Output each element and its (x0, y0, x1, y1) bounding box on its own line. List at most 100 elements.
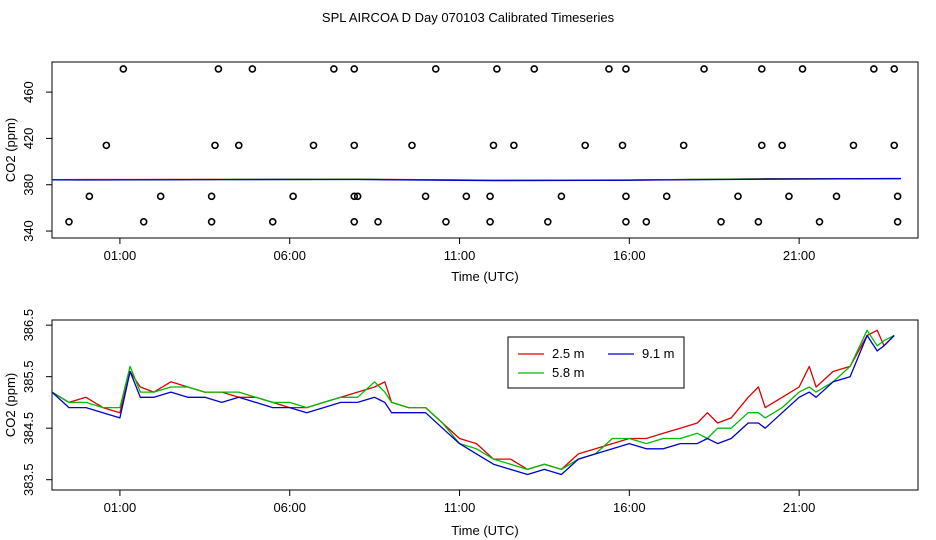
top-point-12 (798, 65, 807, 73)
top-point-37 (462, 192, 471, 201)
top-point-21 (489, 141, 498, 150)
top-point-33 (289, 192, 297, 201)
top-point-36 (421, 192, 430, 201)
panel-scatter-top: 01:00 06:00 11:00 16:00 21:00 340 380 420 460 T… (3, 61, 919, 284)
top-point-51 (374, 217, 382, 226)
bottom-series-line-5-8-m (51, 329, 895, 471)
top-point-60 (893, 217, 902, 226)
bottom-ytick-label-1: 384.5 (21, 412, 36, 445)
figure-title: SPL AIRCOA D Day 070103 Calibrated Times… (322, 10, 615, 25)
legend-label-2-5m: 2.5 m (552, 346, 585, 361)
top-point-17 (234, 141, 243, 150)
top-point-38 (486, 192, 494, 201)
top-xtick-label-0: 01:00 (104, 248, 137, 263)
top-point-53 (486, 217, 494, 226)
top-y-axis-ticks: 340 380 420 460 (21, 81, 52, 242)
top-point-44 (832, 192, 841, 201)
top-point-32 (207, 192, 216, 201)
top-point-55 (622, 217, 630, 226)
top-point-45 (893, 192, 902, 201)
top-point-18 (309, 141, 318, 150)
bottom-x-axis-label: Time (UTC) (451, 523, 518, 538)
top-point-7 (530, 65, 539, 73)
top-x-axis-label: Time (UTC) (451, 269, 518, 284)
bottom-xtick-label-0: 01:00 (104, 500, 137, 515)
bottom-ytick-label-3: 386.5 (21, 309, 36, 342)
top-point-25 (679, 141, 688, 150)
top-xtick-label-2: 11:00 (444, 248, 476, 263)
top-ytick-label-2: 420 (21, 128, 36, 150)
top-point-10 (700, 65, 708, 73)
legend: 2.5 m 5.8 m 9.1 m (507, 336, 685, 389)
top-point-58 (754, 217, 763, 226)
top-point-14 (890, 65, 899, 73)
bottom-y-axis-ticks: 383.5 384.5 385.5 386.5 (21, 309, 52, 496)
top-point-54 (544, 217, 552, 226)
top-point-24 (618, 141, 627, 150)
top-point-29 (890, 141, 899, 150)
top-point-39 (557, 192, 566, 201)
top-point-49 (268, 217, 277, 226)
top-point-19 (350, 141, 359, 150)
top-point-31 (156, 192, 165, 201)
bottom-series-line-2-5-m (51, 329, 895, 471)
top-point-11 (757, 65, 766, 73)
top-point-20 (408, 141, 416, 150)
top-ytick-label-0: 340 (21, 220, 36, 242)
top-point-8 (605, 65, 613, 73)
top-point-48 (207, 217, 216, 226)
top-point-1 (214, 65, 223, 73)
top-point-0 (119, 65, 128, 73)
top-point-46 (65, 217, 73, 226)
top-point-43 (785, 192, 793, 201)
top-point-41 (662, 192, 671, 201)
top-point-5 (431, 65, 440, 73)
top-point-15 (102, 141, 111, 150)
top-point-56 (642, 217, 651, 226)
top-point-42 (734, 192, 742, 201)
legend-label-5-8m: 5.8 m (552, 365, 585, 380)
plot-frame-bottom (51, 319, 919, 491)
top-point-13 (870, 65, 878, 73)
bottom-xtick-label-2: 11:00 (444, 500, 476, 515)
bottom-y-axis-label: CO2 (ppm) (3, 373, 18, 437)
top-point-4 (350, 65, 359, 73)
top-ytick-label-3: 460 (21, 81, 36, 103)
legend-box (507, 336, 685, 389)
top-point-22 (510, 141, 518, 150)
top-x-axis-ticks: 01:00 06:00 11:00 16:00 21:00 (104, 238, 816, 263)
top-point-9 (622, 65, 630, 73)
top-y-axis-label: CO2 (ppm) (3, 118, 18, 182)
top-series-line-9-1-m (51, 177, 902, 182)
bottom-xtick-label-4: 21:00 (783, 500, 816, 515)
top-point-28 (849, 141, 858, 150)
panel-line-bottom: 01:00 06:00 11:00 16:00 21:00 383.5 384.5 385.… (3, 309, 919, 538)
top-point-26 (757, 141, 766, 150)
bottom-xtick-label-1: 06:00 (273, 500, 306, 515)
top-point-27 (778, 141, 786, 150)
legend-label-9-1m: 9.1 m (642, 346, 675, 361)
top-data-marks (51, 65, 902, 226)
top-point-30 (85, 192, 94, 201)
top-point-6 (493, 65, 501, 73)
top-ytick-label-1: 380 (21, 174, 36, 196)
bottom-ytick-label-0: 383.5 (21, 463, 36, 496)
bottom-xtick-label-3: 16:00 (613, 500, 646, 515)
bottom-ytick-label-2: 385.5 (21, 360, 36, 393)
top-point-3 (330, 65, 338, 73)
top-point-23 (581, 141, 589, 150)
top-point-2 (248, 65, 257, 73)
top-point-40 (622, 192, 630, 201)
top-xtick-label-4: 21:00 (783, 248, 816, 263)
plot-frame-top (51, 61, 919, 239)
bottom-series-line-9-1-m (51, 334, 895, 476)
top-point-59 (815, 217, 824, 226)
top-point-57 (717, 217, 725, 226)
top-point-47 (139, 217, 148, 226)
bottom-x-axis-ticks: 01:00 06:00 11:00 16:00 21:00 (104, 490, 816, 515)
top-point-35 (353, 192, 362, 201)
top-point-16 (211, 141, 219, 150)
top-point-52 (442, 217, 450, 226)
top-xtick-label-3: 16:00 (613, 248, 646, 263)
